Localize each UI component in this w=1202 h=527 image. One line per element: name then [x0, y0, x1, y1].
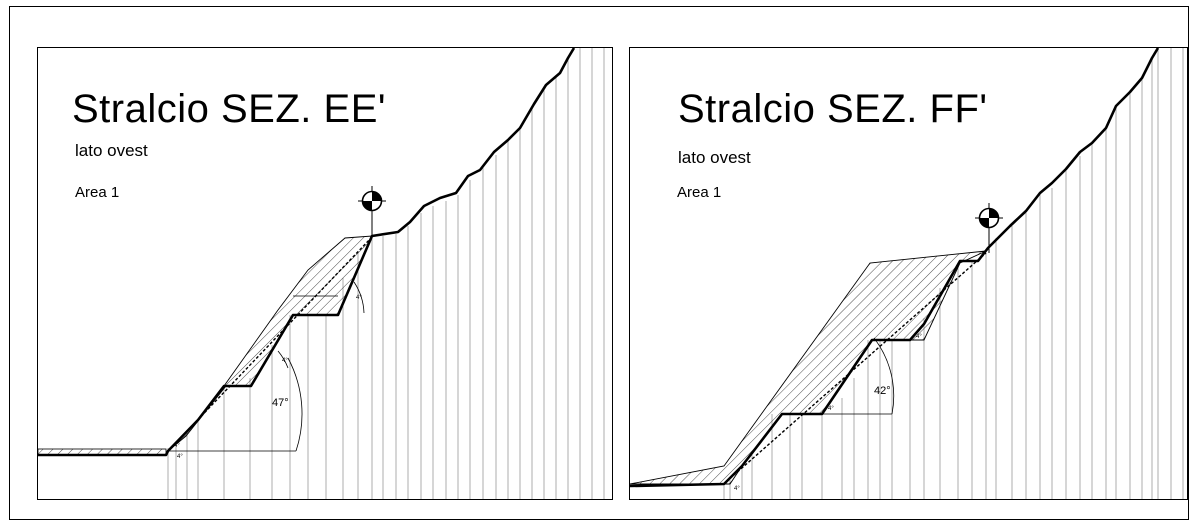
section-ee-grid: [167, 48, 605, 499]
section-ee-angle-label: 47°: [272, 397, 289, 409]
section-ff-drawing: 4° 4° 4° 42°: [630, 48, 1184, 499]
survey-marker-icon: [975, 203, 1003, 253]
section-ff-design-line: [725, 252, 987, 483]
section-ee-small-angle-marks: 4° 4° 4° 4°: [174, 295, 362, 460]
section-ff-fill-area: [630, 250, 987, 485]
section-ff-area-label: Area 1: [677, 184, 722, 201]
section-ee-panel: 4° 4° 4° 4° 47° Stralcio SEZ. EE' lato o…: [37, 47, 613, 500]
section-ee-drawing: 4° 4° 4° 4° 47°: [38, 48, 605, 499]
svg-text:4°: 4°: [916, 334, 922, 340]
section-ff-small-angle-marks: 4° 4° 4°: [734, 334, 922, 492]
survey-marker-icon: [358, 186, 386, 236]
section-ee-subtitle: lato ovest: [75, 141, 148, 160]
section-ff-terrain-line: [630, 48, 1160, 488]
section-ff-grid: [723, 48, 1184, 499]
section-ee-design-line: [169, 236, 373, 450]
svg-text:4°: 4°: [734, 486, 740, 492]
section-ee-terrain-line: [38, 48, 576, 457]
section-ff-title: Stralcio SEZ. FF': [678, 87, 988, 131]
section-ee-area-label: Area 1: [75, 184, 120, 201]
section-ff-angle-label: 42°: [874, 385, 891, 397]
section-ee-title: Stralcio SEZ. EE': [72, 87, 387, 131]
svg-text:4°: 4°: [282, 358, 288, 364]
svg-text:4°: 4°: [356, 295, 362, 301]
svg-text:4°: 4°: [828, 406, 834, 412]
svg-text:4°: 4°: [177, 454, 183, 460]
section-ff-subtitle: lato ovest: [678, 148, 751, 167]
section-ff-panel: 4° 4° 4° 42° Stralcio SEZ. FF' lato oves…: [629, 47, 1188, 500]
drawing-frame: 4° 4° 4° 4° 47° Stralcio SEZ. EE' lato o…: [9, 6, 1189, 520]
svg-text:4°: 4°: [174, 443, 180, 449]
